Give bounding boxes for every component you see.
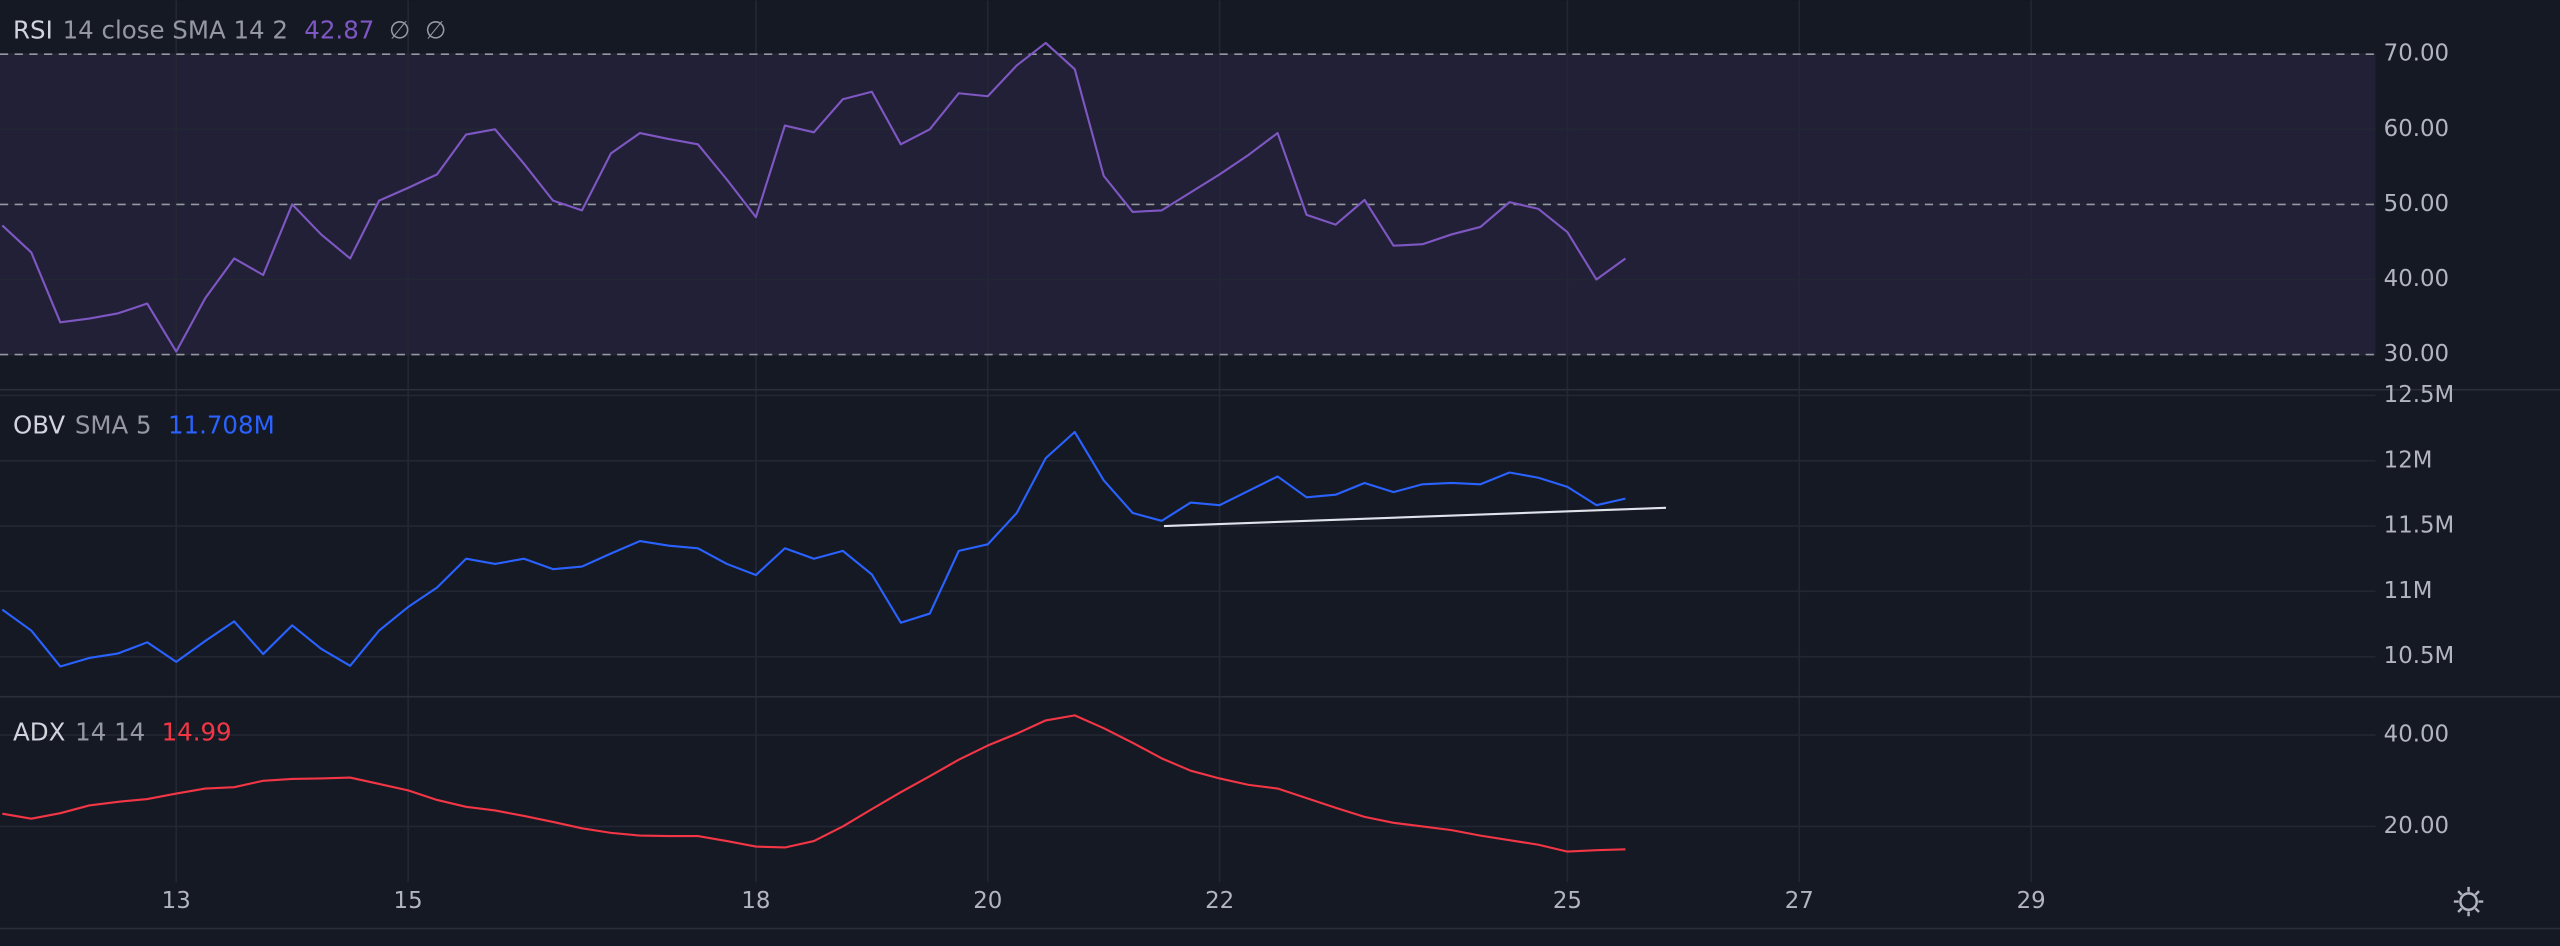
x-tick-label: 18 [741, 888, 770, 914]
y-tick-label: 12.5M [2384, 382, 2455, 408]
indicator-value: 14.99 [162, 717, 232, 746]
settings-icon[interactable] [2453, 886, 2484, 917]
series-line [1, 430, 1626, 668]
y-tick-label: 40.00 [2384, 722, 2449, 748]
y-tick-label: 10.5M [2384, 643, 2455, 669]
y-tick-label: 11.5M [2384, 513, 2455, 539]
settings-icon-rays[interactable] [2453, 886, 2484, 917]
x-tick-label: 22 [1205, 888, 1234, 914]
indicator-extra: ∅ [389, 15, 410, 44]
y-tick-label: 30.00 [2384, 341, 2449, 367]
indicator-params: 14 close SMA 14 2 [63, 15, 288, 44]
y-tick-label: 20.00 [2384, 813, 2449, 839]
indicator-extra: ∅ [425, 15, 446, 44]
indicator-name: ADX [13, 717, 65, 746]
indicator-value: 42.87 [304, 15, 374, 44]
pane-legend: RSI 14 close SMA 14 2 42.87 ∅ ∅ [13, 15, 446, 44]
indicator-value: 11.708M [168, 410, 275, 439]
pane: 20.00 40.00 13 15 18 20 22 25 27 29 ADX 14 14 14.99 [0, 697, 2449, 914]
indicator-params: SMA 5 [75, 410, 152, 439]
series-line [2, 714, 1626, 853]
y-tick-label: 11M [2384, 578, 2433, 604]
y-tick-label: 70.00 [2384, 41, 2449, 67]
indicator-params: 14 14 [75, 717, 145, 746]
pane: 10.5M 11M 11.5M 12M 12.5M OBV SMA 5 11.708M [0, 382, 2454, 696]
y-tick-label: 60.00 [2384, 116, 2449, 142]
x-tick-label: 27 [1785, 888, 1814, 914]
x-tick-label: 13 [162, 888, 191, 914]
x-tick-label: 20 [973, 888, 1002, 914]
pane-legend: OBV SMA 5 11.708M [13, 410, 275, 439]
trend-line [1163, 506, 1667, 528]
x-tick-label: 15 [394, 888, 423, 914]
indicator-name: OBV [13, 410, 65, 439]
pane: 30.00 40.00 50.00 60.00 70.00 RSI 14 close SMA… [0, 0, 2449, 389]
x-tick-label: 29 [2017, 888, 2046, 914]
series-line [1, 41, 1627, 353]
indicator-name: RSI [13, 15, 53, 44]
y-tick-label: 50.00 [2384, 191, 2449, 217]
y-tick-label: 12M [2384, 447, 2433, 473]
settings-icon-ring[interactable] [2459, 892, 2478, 911]
y-tick-label: 40.00 [2384, 266, 2449, 292]
pane-legend: ADX 14 14 14.99 [13, 717, 232, 746]
x-tick-label: 25 [1553, 888, 1582, 914]
